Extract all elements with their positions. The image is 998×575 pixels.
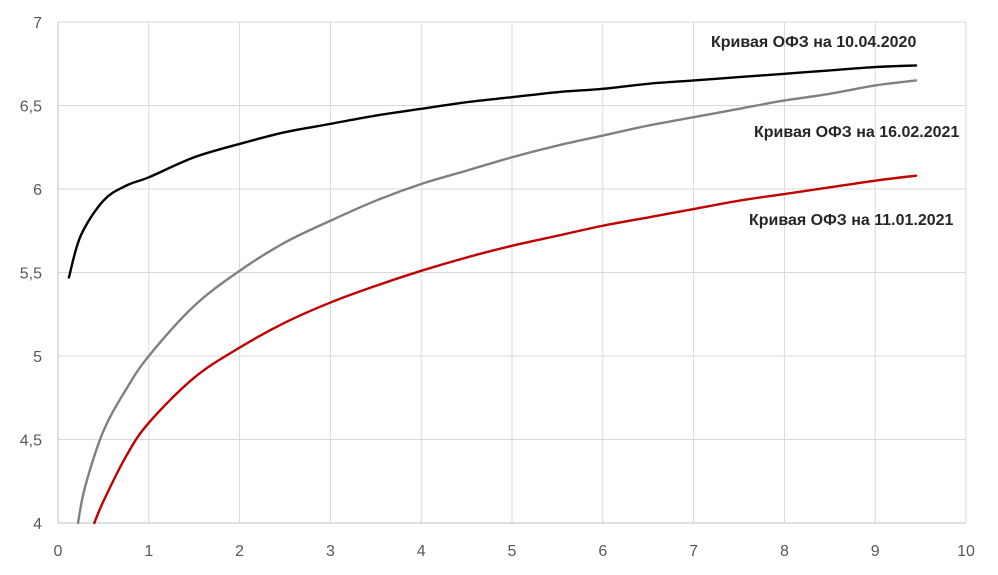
x-tick-label: 5 [508, 543, 517, 560]
series-line-3 [93, 174, 918, 525]
y-tick-label: 4,5 [20, 433, 42, 450]
series-lines [67, 64, 918, 525]
axes [57, 22, 966, 524]
y-tick-label: 4 [33, 516, 42, 533]
series-line-1 [67, 64, 918, 279]
series-label-1: Кривая ОФЗ на 10.04.2020 [711, 34, 916, 51]
y-tick-label: 5 [33, 349, 42, 366]
x-tick-label: 9 [871, 543, 880, 560]
x-tick-label: 6 [598, 543, 607, 560]
x-tick-label: 2 [235, 543, 244, 560]
y-tick-label: 7 [33, 15, 42, 32]
x-tick-label: 10 [957, 543, 975, 560]
x-tick-label: 8 [780, 543, 789, 560]
tick-labels: 0 1 2 3 4 5 6 7 8 9 10 4 4,5 5 5,5 6 6,5 7 [20, 15, 975, 560]
y-tick-label: 5,5 [20, 266, 42, 283]
x-tick-label: 7 [689, 543, 698, 560]
x-tick-label: 0 [54, 543, 63, 560]
x-tick-label: 3 [326, 543, 335, 560]
y-tick-label: 6,5 [20, 99, 42, 116]
series-label-2: Кривая ОФЗ на 16.02.2021 [754, 124, 959, 141]
series-label-3: Кривая ОФЗ на 11.01.2021 [749, 212, 954, 229]
series-labels: Кривая ОФЗ на 10.04.2020 Кривая ОФЗ на 16… [711, 34, 959, 229]
x-tick-label: 4 [417, 543, 426, 560]
series-line-2 [76, 79, 918, 525]
y-tick-label: 6 [33, 182, 42, 199]
x-tick-label: 1 [144, 543, 153, 560]
